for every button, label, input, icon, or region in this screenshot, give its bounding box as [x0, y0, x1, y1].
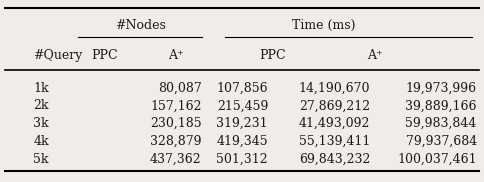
Text: 41,493,092: 41,493,092 — [299, 117, 370, 130]
Text: 437,362: 437,362 — [150, 153, 202, 166]
Text: 19,973,996: 19,973,996 — [406, 82, 477, 94]
Text: #Query: #Query — [33, 49, 83, 62]
Text: 4k: 4k — [33, 135, 49, 148]
Text: 230,185: 230,185 — [150, 117, 202, 130]
Text: 5k: 5k — [33, 153, 49, 166]
Text: 215,459: 215,459 — [217, 99, 268, 112]
Text: A⁺: A⁺ — [168, 49, 183, 62]
Text: 157,162: 157,162 — [150, 99, 202, 112]
Text: 107,856: 107,856 — [216, 82, 268, 94]
Text: 80,087: 80,087 — [158, 82, 202, 94]
Text: 39,889,166: 39,889,166 — [405, 99, 477, 112]
Text: #Nodes: #Nodes — [115, 19, 166, 32]
Text: 1k: 1k — [33, 82, 49, 94]
Text: 100,037,461: 100,037,461 — [397, 153, 477, 166]
Text: 27,869,212: 27,869,212 — [299, 99, 370, 112]
Text: A⁺: A⁺ — [367, 49, 383, 62]
Text: PPC: PPC — [259, 49, 286, 62]
Text: 319,231: 319,231 — [216, 117, 268, 130]
Text: PPC: PPC — [91, 49, 118, 62]
Text: 14,190,670: 14,190,670 — [299, 82, 370, 94]
Text: 419,345: 419,345 — [216, 135, 268, 148]
Text: 328,879: 328,879 — [150, 135, 202, 148]
Text: 501,312: 501,312 — [216, 153, 268, 166]
Text: 55,139,411: 55,139,411 — [299, 135, 370, 148]
Text: 69,843,232: 69,843,232 — [299, 153, 370, 166]
Text: 59,983,844: 59,983,844 — [406, 117, 477, 130]
Text: Time (ms): Time (ms) — [292, 19, 356, 32]
Text: 2k: 2k — [33, 99, 49, 112]
Text: 3k: 3k — [33, 117, 49, 130]
Text: 79,937,684: 79,937,684 — [406, 135, 477, 148]
